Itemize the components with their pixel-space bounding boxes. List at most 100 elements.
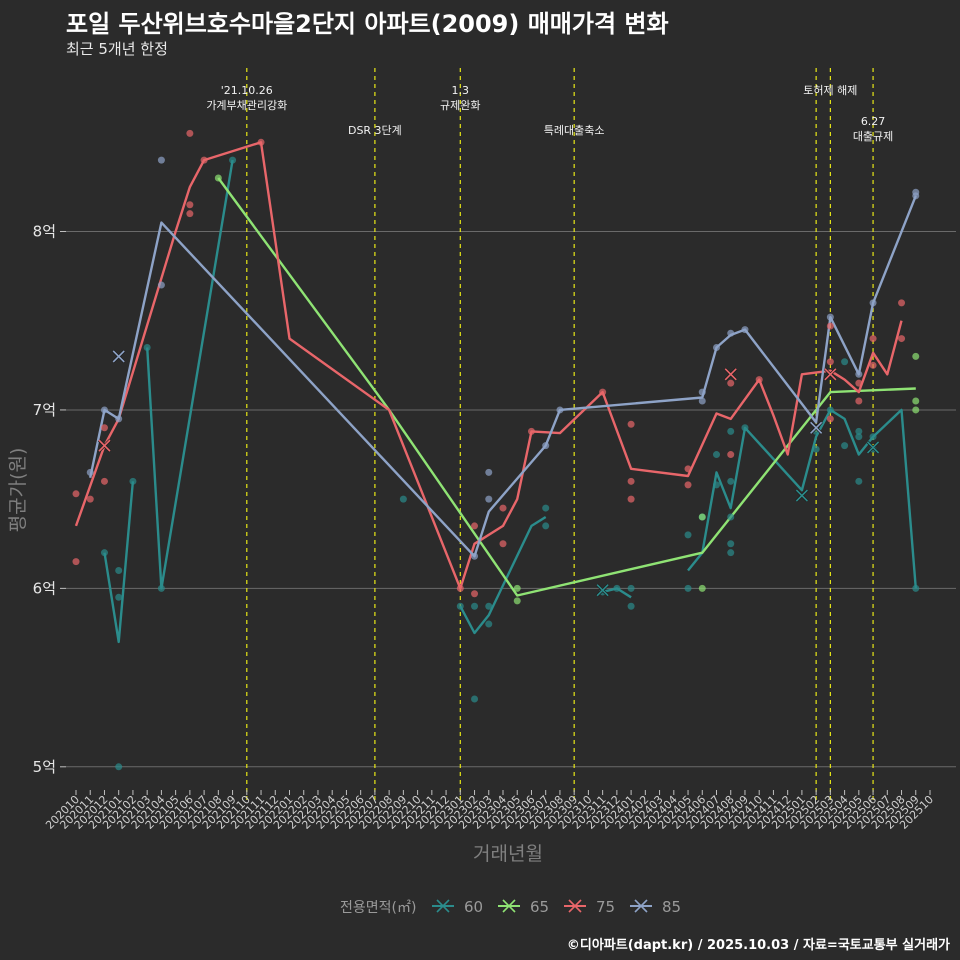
data-point-75	[86, 495, 94, 503]
legend-item-65: 65	[498, 898, 549, 916]
data-point-65	[698, 513, 706, 521]
data-point-60	[727, 513, 735, 521]
legend-label: 75	[596, 898, 615, 916]
data-point-60	[485, 620, 493, 628]
data-point-75	[869, 335, 877, 343]
series-line-60	[103, 481, 135, 644]
y-tick-label: 5억	[33, 758, 56, 776]
data-point-75	[186, 201, 194, 209]
y-axis-title: 평균가(원)	[7, 448, 29, 533]
series-line-60	[687, 408, 917, 589]
data-point-85	[713, 343, 720, 351]
legend-title: 전용면적(㎡)	[340, 900, 416, 916]
data-point-60	[912, 584, 920, 592]
legend-item-60: 60	[432, 898, 483, 916]
data-point-60	[115, 763, 123, 771]
data-point-85	[86, 468, 94, 476]
cross-stroke	[810, 421, 823, 434]
data-point-60	[713, 451, 720, 459]
data-point-75	[100, 424, 108, 432]
data-point-60	[869, 433, 877, 441]
data-point-85	[741, 326, 749, 334]
legend-swatch-cross	[568, 899, 582, 913]
data-point-75	[499, 540, 507, 548]
x-axis-title: 거래년월	[473, 843, 543, 865]
data-point-75	[499, 504, 507, 512]
data-point-85	[485, 495, 493, 503]
data-point-60	[841, 358, 849, 366]
event-label: DSR 3단계	[348, 124, 402, 137]
event-label: 1.3	[452, 84, 470, 97]
data-point-85	[556, 406, 564, 414]
cross-stroke	[112, 350, 125, 363]
data-point-75	[855, 397, 863, 405]
data-point-65	[513, 597, 521, 605]
cross-marker-60	[866, 440, 880, 454]
event-label: 특례대출축소	[544, 124, 605, 137]
data-point-60	[741, 424, 749, 432]
data-point-85	[855, 370, 863, 378]
data-point-60	[115, 567, 123, 575]
data-point-60	[855, 477, 863, 485]
data-point-60	[456, 602, 464, 610]
data-point-75	[855, 379, 863, 387]
cross-stroke	[596, 584, 609, 597]
series-points	[72, 129, 920, 771]
event-label: 규제완화	[440, 99, 480, 112]
data-point-75	[627, 477, 635, 485]
data-point-60	[542, 522, 550, 530]
data-point-85	[727, 329, 735, 337]
data-point-85	[157, 156, 165, 164]
data-point-75	[471, 590, 479, 598]
data-point-60	[471, 602, 479, 610]
data-point-60	[727, 427, 735, 435]
data-point-75	[257, 138, 265, 146]
data-point-75	[727, 379, 735, 387]
cross-marker-60	[596, 583, 610, 597]
legend-label: 60	[464, 898, 483, 916]
data-point-75	[826, 415, 834, 423]
series-line-60	[459, 515, 547, 635]
data-point-75	[684, 465, 692, 473]
series-line-65	[217, 177, 916, 597]
event-label: '21.10.26	[221, 84, 273, 97]
cross-marker-75	[724, 367, 738, 381]
cross-stroke	[724, 368, 737, 381]
data-point-60	[855, 433, 863, 441]
legend-label: 85	[662, 898, 681, 916]
data-point-75	[898, 299, 906, 307]
chart-title: 포일 두산위브호수마을2단지 아파트(2009) 매매가격 변화	[66, 10, 669, 38]
data-point-75	[869, 361, 877, 369]
data-point-60	[115, 593, 123, 601]
series-crosses	[97, 349, 880, 597]
data-point-60	[684, 584, 692, 592]
data-point-60	[826, 406, 834, 414]
data-point-60	[471, 695, 479, 703]
data-point-75	[826, 322, 834, 330]
x-axis: 2020102020112020122021012021022021032021…	[43, 790, 936, 832]
data-point-85	[485, 468, 493, 476]
data-point-75	[186, 210, 194, 218]
event-label: 6.27	[861, 115, 886, 128]
data-point-60	[841, 442, 849, 450]
cross-marker-85	[112, 349, 126, 363]
chart-subtitle: 최근 5개년 한정	[66, 40, 168, 58]
y-axis: 5억 6억 7억 8억	[33, 223, 66, 776]
data-point-60	[399, 495, 407, 503]
event-label: 가계부채관리강화	[206, 99, 287, 112]
data-point-85	[826, 313, 834, 321]
data-point-60	[485, 602, 493, 610]
data-point-60	[855, 427, 863, 435]
data-point-60	[157, 584, 165, 592]
data-point-60	[812, 445, 820, 453]
data-point-60	[727, 477, 735, 485]
data-point-85	[100, 406, 108, 414]
event-markers	[246, 68, 874, 800]
data-point-60	[713, 481, 720, 489]
data-point-65	[513, 584, 521, 592]
data-point-85	[115, 415, 123, 423]
data-point-60	[100, 549, 108, 557]
data-point-65	[912, 406, 920, 414]
legend-swatch-cross	[634, 899, 648, 913]
